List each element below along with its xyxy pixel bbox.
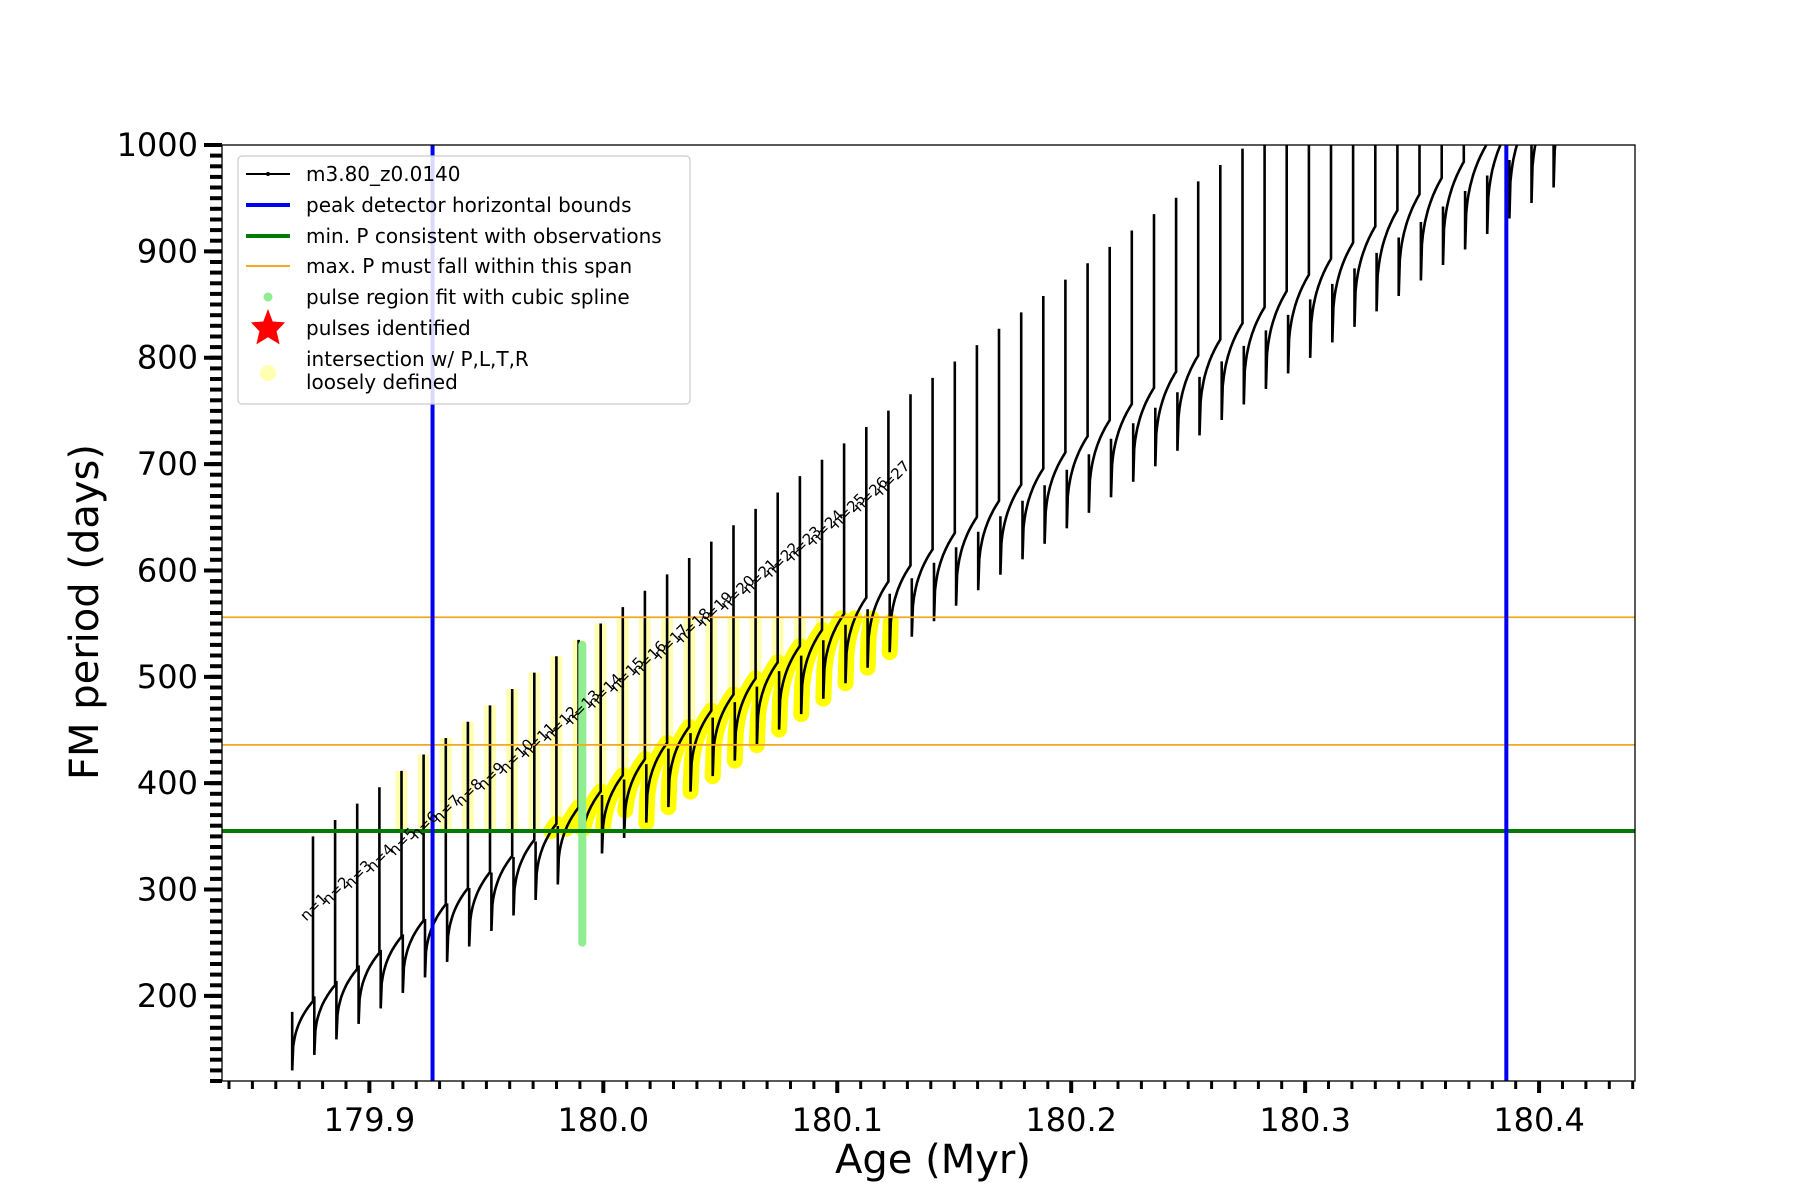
y-tick-label: 500 <box>137 658 198 696</box>
pulse-curve <box>799 459 824 715</box>
pulse-curve <box>1109 230 1134 498</box>
pulse-curve <box>622 590 647 839</box>
legend-intersection-label-1: intersection w/ P,L,T,R <box>306 347 529 371</box>
pulse-curve <box>600 607 625 854</box>
x-axis-label: Age (Myr) <box>835 1137 1031 1183</box>
pulse-curve <box>512 672 536 916</box>
pulse-curve <box>1043 279 1067 544</box>
pulse-curve <box>1087 246 1111 513</box>
pulse-curve <box>1485 145 1510 235</box>
pulse-curve <box>1419 145 1443 281</box>
legend: m3.80_z0.0140 peak detector horizontal b… <box>237 155 691 405</box>
y-axis-ticks: 200 300 400 500 600 700 800 900 1000 <box>117 126 222 1083</box>
pulse-curve <box>1308 145 1333 358</box>
x-tick-label: 179.9 <box>324 1101 416 1139</box>
pulse-curve <box>1331 145 1355 343</box>
pulse-curve <box>1508 145 1532 219</box>
y-tick-label: 1000 <box>117 126 198 164</box>
pulse-curve <box>1286 145 1311 374</box>
pulse-curve <box>777 476 802 730</box>
legend-track-marker <box>266 172 270 176</box>
y-tick-label: 900 <box>137 232 198 270</box>
pulse-curve <box>1021 296 1045 560</box>
pulse-curve <box>844 427 868 684</box>
pulse-curve <box>645 574 669 823</box>
pulse-curve <box>1441 145 1466 266</box>
pulse-curve <box>1375 145 1399 312</box>
legend-minp-label: min. P consistent with observations <box>306 224 662 248</box>
x-tick-label: 180.2 <box>1025 1101 1117 1139</box>
pulse-curve <box>1353 145 1377 327</box>
model-track <box>290 145 1576 1071</box>
legend-star-marker <box>250 309 286 345</box>
legend-frame <box>237 155 691 405</box>
pulse-curve <box>534 656 558 901</box>
legend-pulses-label: pulses identified <box>306 316 471 340</box>
legend-maxp-label: max. P must fall within this span <box>306 254 632 278</box>
pulse-curve <box>1264 145 1288 389</box>
legend-spline-marker <box>263 292 273 302</box>
y-tick-label: 300 <box>137 871 198 909</box>
pulse-curve <box>357 787 381 1024</box>
pulse-curve <box>755 492 779 746</box>
x-axis-ticks: 179.9 180.0 180.1 180.2 180.3 180.4 <box>227 1081 1635 1139</box>
pulse-curve <box>733 508 757 761</box>
pulse-curve <box>888 394 912 653</box>
x-tick-label: 180.1 <box>791 1101 883 1139</box>
x-tick-label: 180.0 <box>558 1101 650 1139</box>
y-tick-label: 700 <box>137 445 198 483</box>
y-tick-label: 400 <box>137 764 198 802</box>
pulse-curve <box>1530 145 1554 204</box>
pulse-curve <box>313 820 337 1055</box>
pulse-curve <box>1198 165 1222 436</box>
pulse-curve <box>866 410 890 668</box>
pulse-curve <box>467 705 492 947</box>
pulse-curve <box>490 689 514 932</box>
plot-area <box>222 145 1635 1081</box>
pulse-curve <box>445 721 470 962</box>
y-tick-label: 200 <box>137 977 198 1015</box>
pulse-curve <box>689 541 713 792</box>
pulse-curve <box>1154 197 1178 467</box>
legend-spline-label: pulse region fit with cubic spline <box>306 285 630 309</box>
pulse-curve <box>1242 145 1266 405</box>
pulse-curve <box>999 312 1023 575</box>
pulse-curve <box>711 525 735 777</box>
pulse-curve <box>1397 145 1421 297</box>
legend-track-label: m3.80_z0.0140 <box>306 162 461 186</box>
pulse-curve <box>1463 145 1488 250</box>
pulse-curve <box>379 770 403 1009</box>
legend-bounds-label: peak detector horizontal bounds <box>306 193 632 217</box>
horizontal-lines <box>222 616 1635 834</box>
pulse-curve <box>1176 181 1200 451</box>
pulse-curve <box>1131 214 1156 482</box>
y-tick-label: 800 <box>137 339 198 377</box>
pulse-curve <box>556 639 580 885</box>
pulse-curve <box>1220 148 1244 420</box>
x-tick-label: 180.4 <box>1493 1101 1585 1139</box>
pulse-curve <box>976 328 1001 591</box>
pulse-curve <box>932 361 957 622</box>
pulse-curve <box>290 836 315 1071</box>
y-axis-label: FM period (days) <box>62 444 108 780</box>
legend-intersection-marker <box>260 365 276 381</box>
pulse-curve <box>401 754 425 993</box>
pulse-curve <box>954 345 979 606</box>
x-tick-label: 180.3 <box>1259 1101 1351 1139</box>
pulse-curve <box>423 738 448 978</box>
pulse-curve <box>910 377 934 637</box>
legend-intersection-label-2: loosely defined <box>306 370 458 394</box>
pulse-curve <box>335 803 359 1040</box>
y-tick-label: 600 <box>137 551 198 589</box>
pulse-curve <box>1065 263 1089 529</box>
